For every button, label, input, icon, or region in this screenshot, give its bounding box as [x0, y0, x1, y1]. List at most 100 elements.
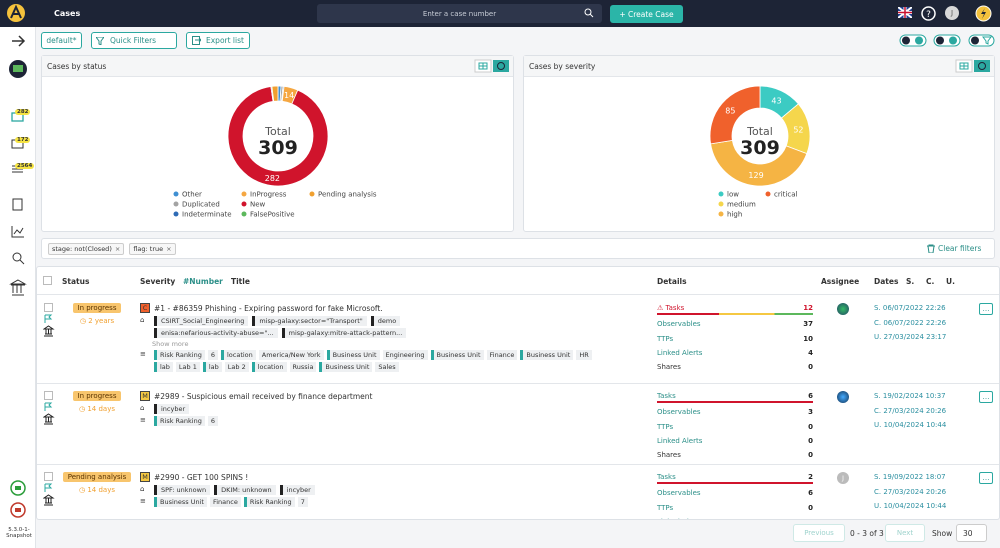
legend-swatch [241, 191, 247, 197]
legend-swatch [309, 191, 315, 197]
remove-filter[interactable]: × [166, 244, 172, 253]
detail-label[interactable]: Observables [657, 489, 701, 497]
column-header[interactable]: Dates [874, 277, 899, 286]
column-header[interactable]: U. [946, 277, 955, 286]
chart-view-toggle[interactable] [474, 59, 510, 73]
tag-icon: ⌂ [140, 404, 145, 412]
status-badge: In progress [72, 391, 122, 401]
previous-page[interactable]: Previous [793, 524, 845, 542]
quick-actions[interactable] [975, 5, 992, 22]
column-header[interactable]: Severity [140, 277, 176, 286]
detail-label[interactable]: Tasks [657, 392, 676, 400]
clear-filters[interactable]: Clear filters [938, 244, 982, 253]
chart-view-toggle[interactable] [955, 59, 991, 73]
row-checkbox[interactable] [44, 391, 53, 400]
custom-field-value: Finance [209, 497, 241, 507]
detail-label[interactable]: Shares [657, 451, 681, 459]
date: U. 10/04/2024 10:44 [874, 502, 947, 510]
custom-field-name: Risk Ranking [154, 416, 205, 426]
row-actions[interactable]: … [979, 391, 993, 403]
detail-line: Linked Alerts 4 [657, 346, 813, 360]
org-icon [43, 325, 55, 337]
legend-label: InProgress [250, 191, 287, 199]
detail-label[interactable]: TTPs [657, 423, 673, 431]
select-all[interactable] [43, 276, 52, 285]
detail-line: Tasks 6 [657, 391, 813, 403]
row-checkbox[interactable] [44, 472, 53, 481]
filter-tag[interactable]: flag: true × [129, 242, 176, 255]
custom-field-name: lab [202, 362, 222, 372]
dates: S. 06/07/2022 22:26 C. 06/07/2022 22:26 U.… [874, 304, 946, 348]
page-size[interactable]: 30 [956, 524, 987, 542]
export-list[interactable]: Export list [186, 32, 250, 49]
tag[interactable]: CSIRT_Social_Engineering [154, 316, 249, 326]
column-header[interactable]: #Number [183, 277, 223, 286]
date: S. 19/02/2024 10:37 [874, 392, 946, 400]
tag[interactable]: incyber [154, 404, 190, 414]
case-title[interactable]: #1 - #86359 Phishing - Expiring password… [154, 304, 383, 313]
row-actions[interactable]: … [979, 303, 993, 315]
detail-label[interactable]: Shares [657, 363, 681, 371]
tag[interactable]: SPF: unknown [154, 485, 211, 495]
case-title[interactable]: #2990 - GET 100 SPINS ! [154, 473, 249, 482]
detail-label[interactable]: Tasks [657, 473, 676, 481]
custom-field-value: America/New York [258, 350, 324, 360]
detail-value: 37 [803, 320, 813, 329]
next-page[interactable]: Next [885, 524, 925, 542]
view-toggles[interactable] [899, 34, 996, 47]
language-flag[interactable] [898, 7, 912, 18]
badge: 282 [15, 109, 31, 115]
detail-label[interactable]: Linked Alerts [657, 349, 702, 357]
detail-line: Shares 0 [657, 360, 813, 374]
detail-label[interactable]: TTPs [657, 504, 673, 512]
severity-badge: M [140, 391, 150, 401]
column-header[interactable]: Details [657, 277, 687, 286]
detail-label[interactable]: Linked Alerts [657, 437, 702, 445]
user-avatar[interactable]: J [945, 6, 959, 20]
tag[interactable]: misp-galaxy:mitre-attack-pattern... [281, 328, 407, 338]
remove-filter[interactable]: × [114, 244, 121, 253]
tag[interactable]: demo [370, 316, 401, 326]
sidebar: 5.3.0-1-Snapshot 282 172 2564 [0, 27, 36, 548]
severity-badge: M [140, 472, 150, 482]
detail-value: 12 [803, 304, 813, 312]
tag[interactable]: enisa:nefarious-activity-abuse="... [154, 328, 278, 338]
center-total: 309 [258, 137, 298, 159]
slice-label: 14 [284, 91, 294, 100]
detail-label[interactable]: Observables [657, 408, 701, 416]
detail-line: Observables 3 [657, 405, 813, 419]
slice-label: 43 [771, 97, 781, 106]
column-header[interactable]: Status [62, 277, 90, 286]
filter-preset[interactable]: default* [41, 32, 82, 49]
detail-label[interactable]: TTPs [657, 335, 673, 343]
status-badge: Pending analysis [62, 472, 132, 482]
detail-value: 6 [808, 392, 813, 400]
tags-line: ⌂ SPF: unknown DKIM: unknown incyber [140, 485, 620, 497]
detail-label[interactable]: Linked Alerts [657, 518, 702, 519]
tag[interactable]: incyber [279, 485, 315, 495]
logo [7, 4, 25, 22]
column-header[interactable]: C. [926, 277, 935, 286]
show-more[interactable]: Show more [152, 340, 189, 348]
detail-line: Linked Alerts 0 [657, 434, 813, 448]
donut-slice [710, 139, 808, 187]
tag[interactable]: misp-galaxy:sector="Transport" [252, 316, 367, 326]
tag[interactable]: DKIM: unknown [214, 485, 276, 495]
row-checkbox[interactable] [44, 303, 53, 312]
detail-label[interactable]: Observables [657, 320, 701, 328]
custom-field-value: Sales [375, 362, 399, 372]
create-case-button[interactable]: + Create Case [610, 5, 683, 23]
detail-label[interactable]: ⚠ Tasks [657, 304, 685, 312]
column-header[interactable]: Title [231, 277, 250, 286]
search-box[interactable]: Enter a case number [317, 4, 602, 23]
help-icon[interactable]: ? [921, 6, 936, 21]
column-header[interactable]: Assignee [821, 277, 860, 286]
custom-field-name: location [220, 350, 256, 360]
search-icon[interactable] [584, 8, 594, 18]
quick-filters[interactable]: Quick Filters [91, 32, 177, 49]
column-header[interactable]: S. [906, 277, 915, 286]
filter-tag[interactable]: stage: not(Closed) × [48, 242, 125, 255]
row-actions[interactable]: … [979, 472, 993, 484]
case-title[interactable]: #2989 - Suspicious email received by fin… [154, 392, 373, 401]
